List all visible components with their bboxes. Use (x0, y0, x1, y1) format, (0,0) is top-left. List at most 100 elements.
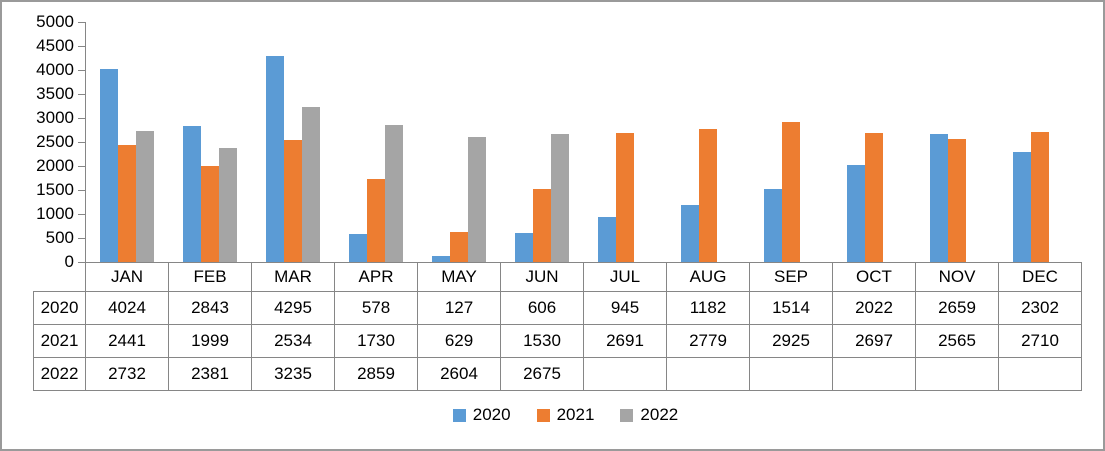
y-axis-tick (78, 214, 85, 215)
table-row-2020: 2020 4024 2843 4295 578 127 606 945 1182 1514 2022… (33, 291, 1082, 325)
table-cell-2022-feb: 2381 (168, 357, 252, 391)
column-header-jun: JUN (500, 262, 584, 292)
legend-swatch-2022 (620, 408, 634, 422)
row-header-2022: 2022 (33, 357, 86, 391)
y-axis-label: 1000 (36, 204, 74, 223)
table-cell-2021-jun: 1530 (500, 324, 584, 358)
column-header-sep: SEP (749, 262, 833, 292)
bar-2022-apr (385, 125, 403, 262)
column-header-mar: MAR (251, 262, 335, 292)
bar-2021-jan (118, 145, 136, 262)
table-cell-2021-oct: 2697 (832, 324, 916, 358)
bar-2020-dec (1013, 152, 1031, 262)
y-axis-tick (78, 142, 85, 143)
column-header-jan: JAN (85, 262, 169, 292)
y-axis-tick (78, 166, 85, 167)
bar-2021-dec (1031, 132, 1049, 262)
y-axis-label: 4500 (36, 36, 74, 55)
data-table: JAN FEB MAR APR MAY JUN JUL AUG SEP OCT NOV DEC 2020… (33, 262, 1082, 391)
column-header-may: MAY (417, 262, 501, 292)
bar-2020-jan (100, 69, 118, 262)
table-cell-2022-oct (832, 357, 916, 391)
y-axis-tick (78, 190, 85, 191)
column-header-nov: NOV (915, 262, 999, 292)
table-cell-2022-jan: 2732 (85, 357, 169, 391)
bar-2021-may (450, 232, 468, 262)
column-header-jul: JUL (583, 262, 667, 292)
bar-2020-apr (349, 234, 367, 262)
legend-item-2020: 2020 (452, 405, 511, 425)
column-header-oct: OCT (832, 262, 916, 292)
table-cell-2022-aug (666, 357, 750, 391)
table-cell-2022-sep (749, 357, 833, 391)
bar-2022-feb (219, 148, 237, 262)
table-cell-2020-feb: 2843 (168, 291, 252, 325)
y-axis-label: 4000 (36, 60, 74, 79)
bar-2021-sep (782, 122, 800, 262)
bar-2020-feb (183, 126, 201, 262)
table-cell-2021-jan: 2441 (85, 324, 169, 358)
bar-2022-mar (302, 107, 320, 262)
bar-2020-nov (930, 134, 948, 262)
table-cell-2022-dec (998, 357, 1082, 391)
table-cell-2020-oct: 2022 (832, 291, 916, 325)
table-cell-2020-mar: 4295 (251, 291, 335, 325)
legend: 2020 2021 2022 (2, 405, 1103, 425)
bar-2021-jun (533, 189, 551, 262)
bar-2020-may (432, 256, 450, 262)
bar-2022-jan (136, 131, 154, 262)
y-axis-label: 1500 (36, 180, 74, 199)
legend-swatch-2021 (536, 408, 550, 422)
column-header-feb: FEB (168, 262, 252, 292)
bar-2021-jul (616, 133, 634, 262)
bar-2021-apr (367, 179, 385, 262)
y-axis-tick (78, 118, 85, 119)
bar-2020-mar (266, 56, 284, 262)
table-cell-2020-nov: 2659 (915, 291, 999, 325)
column-header-aug: AUG (666, 262, 750, 292)
table-cell-2021-jul: 2691 (583, 324, 667, 358)
y-axis-tick (78, 262, 85, 263)
table-cell-2021-nov: 2565 (915, 324, 999, 358)
legend-item-2021: 2021 (536, 405, 595, 425)
bar-2021-mar (284, 140, 302, 262)
table-cell-2022-nov (915, 357, 999, 391)
table-cell-2020-jul: 945 (583, 291, 667, 325)
table-cell-2020-apr: 578 (334, 291, 418, 325)
table-cell-2021-feb: 1999 (168, 324, 252, 358)
legend-label-2021: 2021 (556, 405, 595, 424)
bar-2021-nov (948, 139, 966, 262)
y-axis-tick (78, 46, 85, 47)
y-axis-label: 0 (64, 252, 74, 271)
bar-2020-jun (515, 233, 533, 262)
table-cell-2020-sep: 1514 (749, 291, 833, 325)
bar-2020-jul (598, 217, 616, 262)
column-header-dec: DEC (998, 262, 1082, 292)
table-cell-2021-apr: 1730 (334, 324, 418, 358)
table-cell-2021-dec: 2710 (998, 324, 1082, 358)
table-cell-2020-jan: 4024 (85, 291, 169, 325)
bar-2022-may (468, 137, 486, 262)
y-axis-label: 2000 (36, 156, 74, 175)
bar-2020-aug (681, 205, 699, 262)
y-axis-tick (78, 22, 85, 23)
table-cell-2020-jun: 606 (500, 291, 584, 325)
table-corner-cell (34, 263, 86, 292)
y-axis-label: 2500 (36, 132, 74, 151)
table-cell-2021-mar: 2534 (251, 324, 335, 358)
legend-swatch-2020 (452, 408, 466, 422)
y-axis-tick (78, 238, 85, 239)
y-axis-label: 500 (45, 228, 74, 247)
legend-label-2020: 2020 (472, 405, 511, 424)
bar-2020-oct (847, 165, 865, 262)
table-cell-2022-jul (583, 357, 667, 391)
row-header-2020: 2020 (33, 291, 86, 325)
table-header-row: JAN FEB MAR APR MAY JUN JUL AUG SEP OCT NOV DEC (34, 262, 1082, 292)
table-cell-2022-jun: 2675 (500, 357, 584, 391)
bar-2022-jun (551, 134, 569, 262)
legend-label-2022: 2022 (640, 405, 679, 424)
y-axis-line (85, 22, 86, 262)
table-cell-2021-sep: 2925 (749, 324, 833, 358)
